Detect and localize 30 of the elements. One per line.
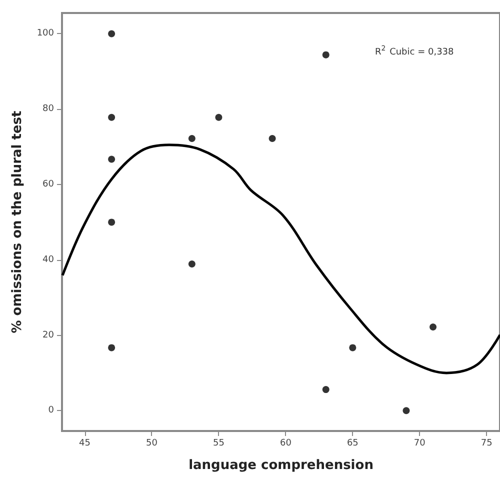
x-axis-title: language comprehension bbox=[188, 458, 374, 473]
point bbox=[108, 114, 116, 121]
x-tick-label: 70 bbox=[414, 438, 426, 448]
y-tick-label: 0 bbox=[48, 406, 54, 416]
y-tick-label: 20 bbox=[42, 330, 54, 340]
point bbox=[322, 386, 330, 394]
x-tick-label: 50 bbox=[146, 438, 158, 448]
point bbox=[108, 156, 116, 163]
x-tick-label: 60 bbox=[280, 438, 292, 448]
point bbox=[215, 114, 222, 121]
point bbox=[430, 323, 437, 330]
y-axis-title: % omissions on the plural test bbox=[10, 110, 25, 334]
point bbox=[188, 135, 196, 142]
line-series bbox=[61, 144, 500, 374]
x-tick-label: 45 bbox=[79, 438, 90, 448]
point bbox=[108, 30, 116, 38]
point bbox=[402, 407, 410, 414]
y-tick-label: 40 bbox=[42, 254, 54, 265]
point bbox=[108, 344, 116, 352]
point bbox=[322, 51, 330, 58]
y-tick-label: 60 bbox=[42, 179, 54, 190]
point bbox=[188, 260, 196, 268]
y-tick-label: 80 bbox=[42, 104, 54, 114]
point bbox=[268, 135, 276, 142]
x-tick-label: 55 bbox=[212, 438, 224, 448]
point bbox=[108, 218, 116, 226]
x-tick-label: 75 bbox=[480, 438, 492, 448]
x-tick-label: 65 bbox=[346, 438, 358, 448]
y-tick-label: 100 bbox=[36, 28, 54, 39]
point bbox=[349, 344, 356, 352]
